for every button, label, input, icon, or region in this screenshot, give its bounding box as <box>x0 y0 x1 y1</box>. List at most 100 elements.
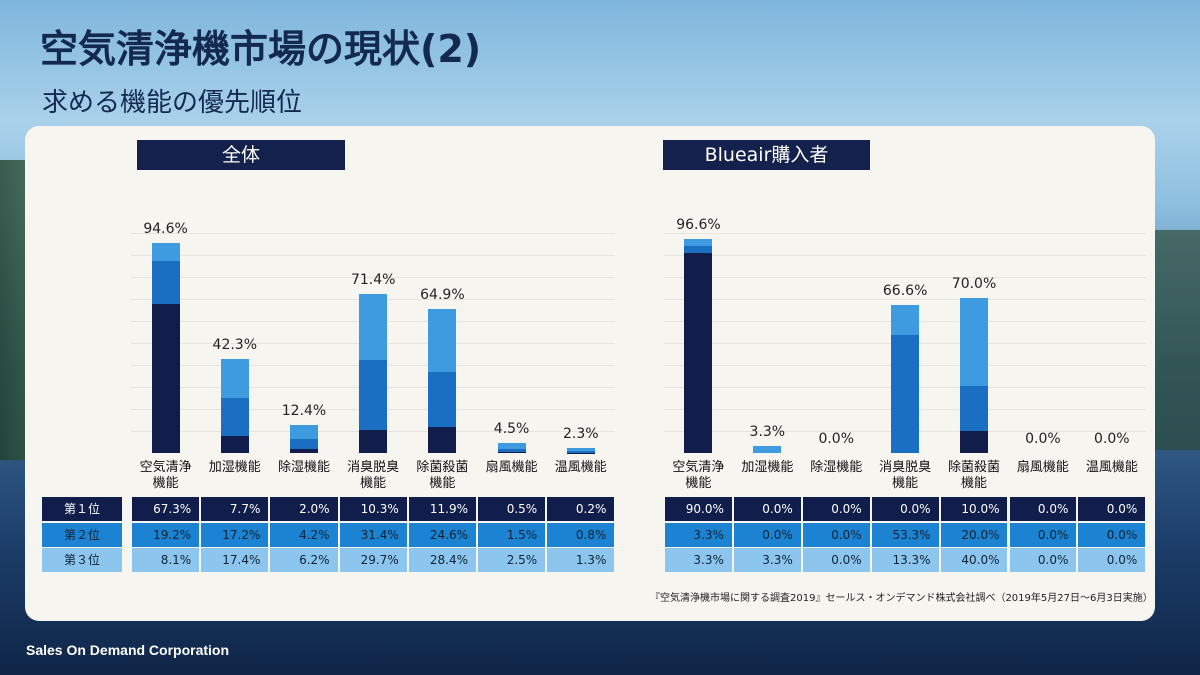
bar-segment-2 <box>960 386 989 431</box>
rank-label: 第２位 <box>42 522 122 547</box>
category-label: 温風機能 <box>1085 460 1138 475</box>
table-cell: 0.0% <box>1009 522 1077 547</box>
table-cell: 0.0% <box>1009 548 1077 572</box>
category-label: 除菌殺菌 機能 <box>416 460 469 491</box>
total-label: 96.6% <box>676 216 721 233</box>
category-label: 空気清浄 機能 <box>672 460 725 491</box>
rank-label: 第１位 <box>42 497 122 521</box>
category-label: 加湿機能 <box>741 460 794 475</box>
chart-title: 全体 <box>137 140 345 170</box>
bar-segment-3 <box>684 238 713 246</box>
table-cell: 20.0% <box>940 522 1008 547</box>
category-label: 加湿機能 <box>208 460 261 475</box>
table-cell: 67.3% <box>132 497 200 521</box>
bar-segment-3 <box>290 425 318 440</box>
table-cell: 0.0% <box>871 497 939 521</box>
bar-segment-1 <box>497 451 526 453</box>
gridline <box>664 277 1146 278</box>
table-cell: 0.0% <box>802 522 870 547</box>
category-label: 除湿機能 <box>810 460 863 475</box>
total-label: 2.3% <box>563 425 599 442</box>
bar-segment-1 <box>290 448 318 453</box>
gridline <box>131 233 615 234</box>
bar-segment-3 <box>960 297 989 387</box>
category-label: 消臭脱臭 機能 <box>879 460 932 491</box>
table-cell: 2.5% <box>478 548 546 572</box>
table-cell: 90.0% <box>665 497 732 521</box>
total-label: 4.5% <box>493 421 530 437</box>
table-cell: 17.2% <box>201 522 269 547</box>
table-cell: 11.9% <box>408 497 476 521</box>
category-label: 扇風機能 <box>1016 460 1069 475</box>
table-cell: 28.4% <box>408 548 476 572</box>
chart-title: Blueair購入者 <box>663 140 870 170</box>
total-label: 94.6% <box>143 220 188 237</box>
total-label: 64.9% <box>420 286 465 303</box>
table-cell: 53.3% <box>871 522 939 547</box>
bar-segment-3 <box>753 445 782 453</box>
table-cell: 13.3% <box>871 548 939 572</box>
bar-segment-2 <box>220 397 249 436</box>
table-cell: 0.0% <box>802 548 870 572</box>
table-cell: 3.3% <box>733 548 801 572</box>
company-logo: Sales On Demand Corporation <box>26 642 230 658</box>
bar-segment-1 <box>151 303 180 453</box>
bar-segment-1 <box>428 426 457 453</box>
bar-segment-2 <box>290 439 318 449</box>
total-label: 42.3% <box>212 337 258 354</box>
table-cell: 0.5% <box>478 497 546 521</box>
bar-segment-2 <box>428 371 457 427</box>
category-label: 除湿機能 <box>277 460 330 475</box>
table-cell: 0.0% <box>1078 522 1146 547</box>
table-cell: 8.1% <box>132 548 200 572</box>
bar-segment-3 <box>359 294 388 361</box>
table-cell: 10.0% <box>940 497 1008 521</box>
table-cell: 40.0% <box>940 548 1008 572</box>
bar-segment-3 <box>428 308 457 372</box>
rank-label: 第３位 <box>42 548 122 572</box>
table-cell: 3.3% <box>665 522 732 547</box>
table-cell: 0.2% <box>547 497 615 521</box>
bar-segment-1 <box>359 430 388 453</box>
table-cell: 29.7% <box>339 548 407 572</box>
total-label: 71.4% <box>350 272 396 289</box>
bar-segment-2 <box>891 334 920 453</box>
total-label: 0.0% <box>818 431 855 447</box>
category-label: 空気清浄 機能 <box>139 460 192 491</box>
gridline <box>664 255 1146 256</box>
bar-segment-3 <box>497 443 526 449</box>
source-note: 『空気清浄機市場に関する調査2019』セールス・オンデマンド株式会社調べ（201… <box>650 593 1153 604</box>
total-label: 3.3% <box>749 423 786 440</box>
bar-segment-3 <box>891 305 920 335</box>
total-label: 0.0% <box>1025 431 1061 447</box>
total-label: 12.4% <box>281 403 327 420</box>
table-cell: 1.3% <box>547 548 615 572</box>
table-cell: 2.0% <box>270 497 338 521</box>
table-cell: 31.4% <box>339 522 407 547</box>
table-cell: 0.8% <box>547 522 615 547</box>
bar-segment-3 <box>566 447 595 451</box>
table-cell: 19.2% <box>132 522 200 547</box>
total-label: 0.0% <box>1094 431 1130 447</box>
page-subtitle: 求める機能の優先順位 <box>42 88 303 118</box>
bar-segment-1 <box>684 253 713 453</box>
table-cell: 3.3% <box>665 548 732 572</box>
total-label: 70.0% <box>951 275 997 292</box>
table-cell: 0.0% <box>1078 548 1146 572</box>
table-cell: 1.5% <box>478 522 546 547</box>
table-cell: 6.2% <box>270 548 338 572</box>
bar-segment-3 <box>151 242 180 261</box>
category-label: 除菌殺菌 機能 <box>948 460 1001 491</box>
page-title: 空気清浄機市場の現状(2) <box>40 27 482 71</box>
bar-segment-3 <box>220 359 249 398</box>
bar-segment-1 <box>960 430 989 453</box>
table-cell: 0.0% <box>1078 497 1146 521</box>
table-cell: 10.3% <box>339 497 407 521</box>
table-cell: 0.0% <box>733 522 801 547</box>
bar-segment-2 <box>497 448 526 452</box>
gridline <box>664 233 1146 234</box>
bar-segment-2 <box>566 450 595 453</box>
bar-segment-2 <box>359 360 388 431</box>
bar-segment-2 <box>151 260 180 304</box>
table-cell: 0.0% <box>802 497 870 521</box>
